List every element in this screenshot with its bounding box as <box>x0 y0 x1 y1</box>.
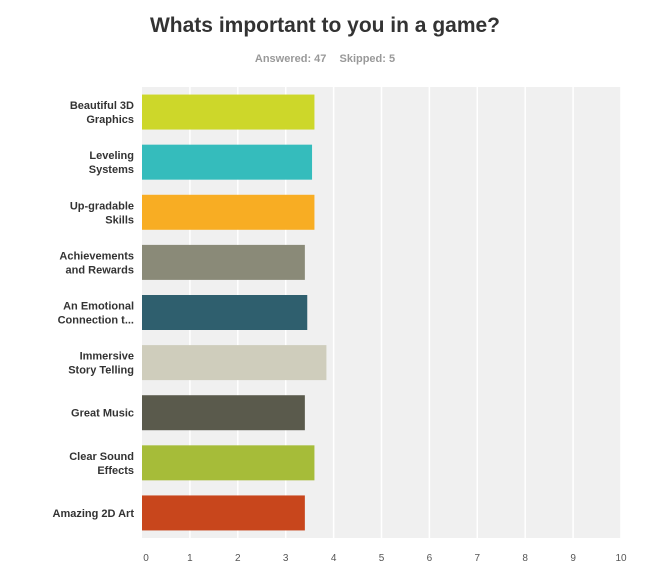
x-tick-label: 1 <box>187 553 193 564</box>
bar <box>142 244 305 280</box>
x-tick-label: 8 <box>522 553 528 564</box>
category-label: An Emotional Connection t... <box>58 301 134 327</box>
x-tick-label: 9 <box>570 553 576 564</box>
x-tick-label: 2 <box>235 553 241 564</box>
bars <box>142 94 327 531</box>
bar <box>142 345 327 381</box>
skipped-count: Skipped: 5 <box>339 53 396 65</box>
x-tick-label: 7 <box>475 553 481 564</box>
response-stats: Answered: 47 Skipped: 5 <box>0 53 650 65</box>
category-label: Leveling Systems <box>89 150 134 176</box>
x-tick-label: 4 <box>331 553 337 564</box>
category-label: Immersive Story Telling <box>68 351 134 377</box>
chart-title: Whats important to you in a game? <box>149 14 501 37</box>
category-label: Clear Sound Effects <box>69 451 134 477</box>
category-labels: Beautiful 3D Graphics Leveling Systems Up-gr… <box>53 100 135 520</box>
x-tick-label: 10 <box>615 553 627 564</box>
bar <box>142 445 315 481</box>
x-axis-ticks: 0 1 2 3 4 5 6 7 8 9 10 <box>143 553 627 564</box>
category-label: Achievements and Rewards <box>59 250 134 276</box>
x-tick-label: 3 <box>283 553 289 564</box>
x-tick-label: 5 <box>379 553 385 564</box>
x-tick-label: 6 <box>427 553 433 564</box>
bar <box>142 495 305 531</box>
category-label: Great Music <box>71 408 134 420</box>
x-tick-label: 0 <box>143 553 149 564</box>
bar <box>142 144 313 180</box>
bar <box>142 295 308 330</box>
bar <box>142 395 305 431</box>
category-label: Beautiful 3D Graphics <box>70 100 134 126</box>
category-label: Amazing 2D Art <box>53 508 135 520</box>
category-label: Up-gradable Skills <box>70 200 134 226</box>
answered-count: Answered: 47 <box>254 53 327 65</box>
bar <box>142 94 315 130</box>
bar <box>142 194 315 230</box>
